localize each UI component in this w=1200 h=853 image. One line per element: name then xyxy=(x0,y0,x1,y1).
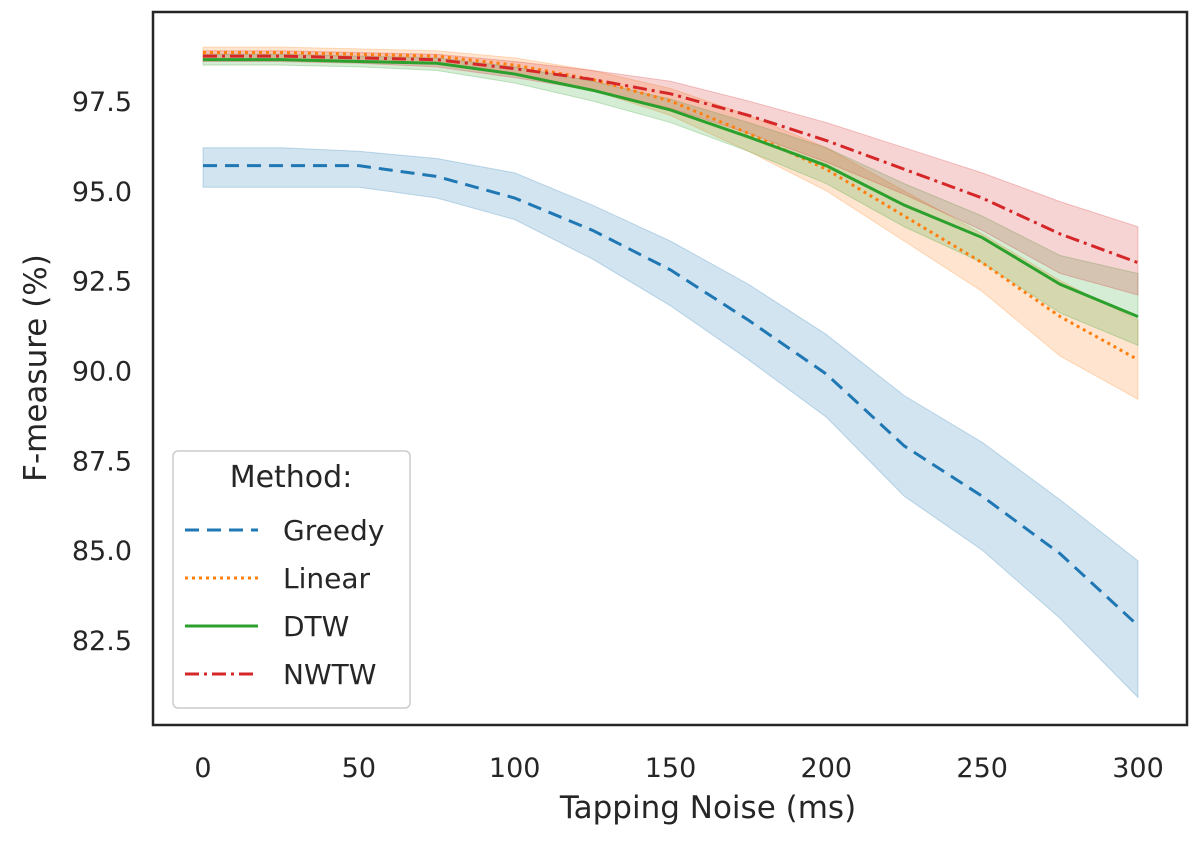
x-tick-label: 200 xyxy=(801,753,853,784)
y-tick-label: 97.5 xyxy=(72,87,132,118)
y-tick-label: 95.0 xyxy=(72,177,132,208)
legend-label-dtw: DTW xyxy=(283,610,349,643)
plot-frame xyxy=(151,10,1189,727)
y-tick-label: 85.0 xyxy=(72,536,132,567)
legend-label-nwtw: NWTW xyxy=(283,658,376,691)
x-tick-label: 300 xyxy=(1112,753,1164,784)
x-axis-label: Tapping Noise (ms) xyxy=(559,790,856,826)
y-tick-label: 87.5 xyxy=(72,446,132,477)
legend-label-linear: Linear xyxy=(283,562,371,595)
band-greedy xyxy=(202,147,1139,699)
x-tick-label: 50 xyxy=(342,753,376,784)
x-tick-label: 100 xyxy=(489,753,541,784)
legend-label-greedy: Greedy xyxy=(283,514,384,547)
y-tick-label: 82.5 xyxy=(72,626,132,657)
y-tick-label: 90.0 xyxy=(72,356,132,387)
legend-box xyxy=(172,450,411,709)
x-tick-label: 250 xyxy=(956,753,1008,784)
x-axis-ticks: 0 50 100 150 200 250 300 xyxy=(194,753,1163,784)
legend-title: Method: xyxy=(230,460,353,495)
band-dtw xyxy=(202,53,1139,347)
y-tick-label: 92.5 xyxy=(72,267,132,298)
y-axis-ticks: 82.5 85.0 87.5 90.0 92.5 95.0 97.5 xyxy=(72,87,132,657)
legend: Method: Greedy Linear DTW NWTW xyxy=(172,450,411,709)
y-axis-label: F-measure (%) xyxy=(18,254,54,482)
x-tick-label: 150 xyxy=(645,753,697,784)
series-lines xyxy=(202,50,1140,627)
x-tick-label: 0 xyxy=(194,753,211,784)
